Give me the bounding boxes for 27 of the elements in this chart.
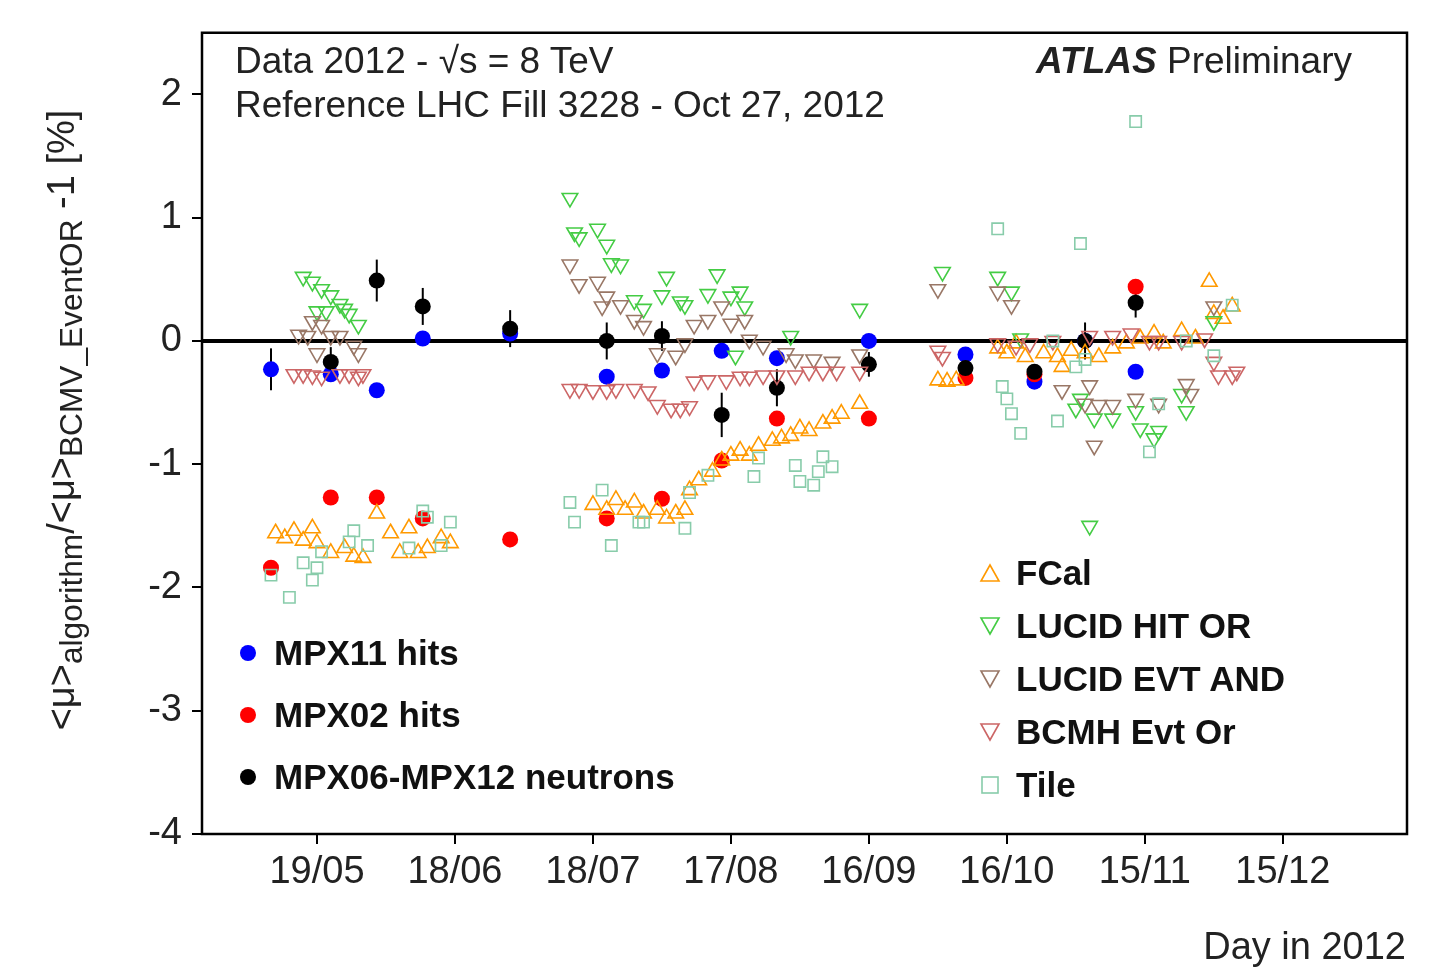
x-tick-label: 17/08 xyxy=(683,849,779,892)
annotation: ATLAS Preliminary xyxy=(1036,40,1352,82)
legend-label: LUCID HIT OR xyxy=(1016,605,1252,646)
legend-label: LUCID EVT AND xyxy=(1016,658,1285,699)
legend-label: MPX02 hits xyxy=(274,695,461,735)
legend-label: FCal xyxy=(1016,552,1092,593)
x-tick-label: 16/10 xyxy=(959,849,1055,892)
y-tick-label: -3 xyxy=(148,687,182,730)
x-tick-label: 19/05 xyxy=(269,849,365,892)
y-tick-label: 0 xyxy=(160,317,182,360)
annotation: Reference LHC Fill 3228 - Oct 27, 2012 xyxy=(235,84,885,126)
legend-label: Tile xyxy=(1016,764,1076,805)
x-tick-label: 15/12 xyxy=(1235,849,1331,892)
x-axis-title: Day in 2012 xyxy=(1203,925,1406,968)
y-tick-label: -2 xyxy=(148,563,182,606)
legend-label: BCMH Evt Or xyxy=(1016,711,1236,752)
x-tick-label: 18/06 xyxy=(407,849,503,892)
y-tick-label: 1 xyxy=(160,194,182,237)
x-tick-label: 18/07 xyxy=(545,849,641,892)
y-tick-label: -4 xyxy=(148,810,182,853)
legend-label: MPX06-MPX12 neutrons xyxy=(274,757,675,797)
x-tick-label: 15/11 xyxy=(1098,849,1191,892)
x-tick-label: 16/09 xyxy=(821,849,917,892)
y-tick-label: -1 xyxy=(148,440,182,483)
annotation: Data 2012 - √s = 8 TeV xyxy=(235,40,614,82)
legend-label: MPX11 hits xyxy=(274,633,459,673)
y-tick-label: 2 xyxy=(160,70,182,113)
